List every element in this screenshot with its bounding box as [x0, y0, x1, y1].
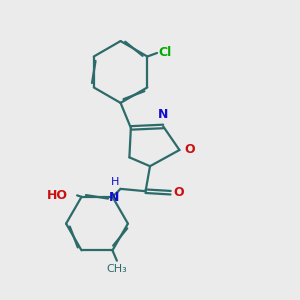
- Text: O: O: [185, 143, 195, 157]
- Text: N: N: [158, 108, 168, 121]
- Text: N: N: [109, 191, 119, 204]
- Text: H: H: [111, 177, 119, 188]
- Text: CH₃: CH₃: [106, 264, 127, 274]
- Text: Cl: Cl: [158, 46, 172, 59]
- Text: HO: HO: [47, 189, 68, 202]
- Text: O: O: [173, 186, 184, 199]
